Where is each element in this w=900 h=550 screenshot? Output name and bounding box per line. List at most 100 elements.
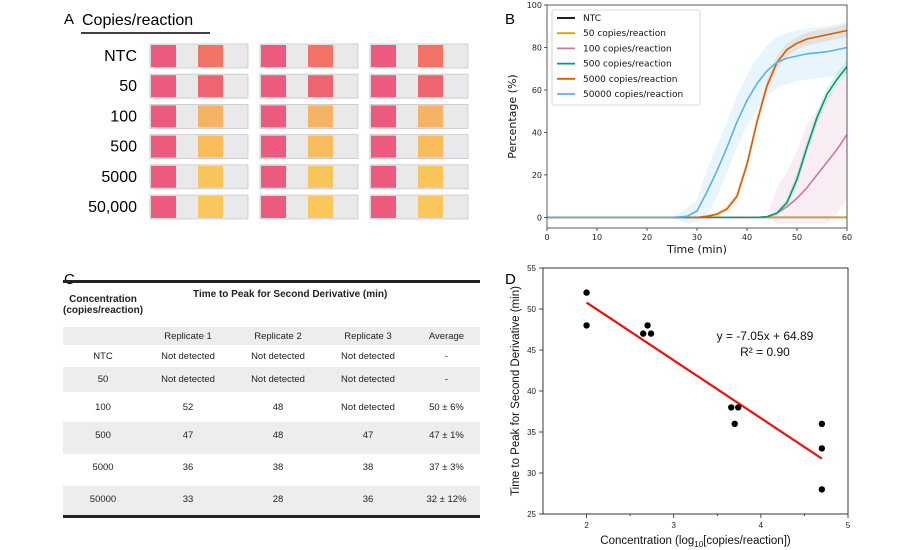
subheader-average: Average xyxy=(428,330,465,342)
x-tick-label: 30 xyxy=(692,233,702,242)
y-tick-label: 40 xyxy=(527,387,536,396)
table-cell: 47 xyxy=(182,430,194,441)
subheader-rep3: Replicate 3 xyxy=(344,330,392,342)
legend-label: NTC xyxy=(583,14,601,24)
x-tick-label: 5 xyxy=(846,521,851,530)
control-pad xyxy=(371,105,396,128)
panel-label-d: D xyxy=(505,271,516,288)
x-axis-label: Time (min) xyxy=(666,243,727,256)
table-cell: 32 ± 12% xyxy=(426,494,467,505)
table-cell: - xyxy=(444,374,449,385)
test-pad xyxy=(418,105,443,128)
test-pad xyxy=(418,165,443,188)
y-tick-label: 0 xyxy=(537,213,542,222)
row-label: 100 xyxy=(110,108,137,125)
fit-r-squared: R² = 0.90 xyxy=(740,345,790,359)
y-tick-label: 45 xyxy=(527,346,536,355)
data-point xyxy=(647,330,655,337)
x-tick-label: 2 xyxy=(584,521,589,530)
cell-concentration: 50000 xyxy=(89,494,117,505)
row-label: 50 xyxy=(119,78,137,95)
subheader-rep1: Replicate 1 xyxy=(164,330,212,342)
legend-label: 50 copies/reaction xyxy=(583,29,666,39)
table-cell: 47 ± 1% xyxy=(429,430,464,441)
control-pad xyxy=(371,196,396,218)
confidence-band xyxy=(547,70,847,224)
data-point xyxy=(583,322,590,329)
control-pad xyxy=(151,196,176,218)
panel-label-a: A xyxy=(64,11,74,28)
x-axis-label: Concentration (log10[copies/reaction]) xyxy=(600,535,791,549)
test-pad xyxy=(198,75,223,98)
data-point xyxy=(735,404,742,411)
panel-label-c: C xyxy=(64,271,75,288)
x-tick-label: 60 xyxy=(842,233,852,242)
table-cell: Not detected xyxy=(341,374,395,385)
cell-concentration: 5000 xyxy=(92,462,114,473)
control-pad xyxy=(261,135,286,158)
test-pad xyxy=(418,135,443,158)
test-pad xyxy=(308,45,333,67)
test-pad xyxy=(308,105,333,128)
table-cell: - xyxy=(444,350,449,362)
test-pad xyxy=(308,135,333,158)
x-tick-label: 3 xyxy=(671,521,676,530)
x-tick-label: 10 xyxy=(592,233,602,242)
cell-concentration: NTC xyxy=(93,350,113,362)
y-tick-label: 20 xyxy=(532,171,542,180)
chart-b: 0 10 20 30 40 50 60 0 20 40 60 80 100 Time (min) Perce… xyxy=(506,1,852,256)
control-pad xyxy=(261,196,286,218)
table-cell: 52 xyxy=(182,401,194,413)
test-pad xyxy=(198,105,223,128)
table-cell: Not detected xyxy=(161,350,215,362)
data-point xyxy=(818,486,826,493)
results-table: Concentration (copies/reaction) Time to P… xyxy=(63,280,480,518)
table-cell: 38 xyxy=(362,462,374,473)
legend-label: 5000 copies/reaction xyxy=(583,75,677,85)
x-tick-label: 20 xyxy=(642,233,652,242)
x-tick-label: 0 xyxy=(544,233,549,242)
y-tick-label: 50 xyxy=(527,305,536,314)
table-row: NTC Not detected Not detected Not detected - xyxy=(63,345,480,367)
test-pad xyxy=(198,196,223,218)
y-tick-label: 60 xyxy=(532,86,542,95)
legend-label: 50000 copies/reaction xyxy=(583,90,683,100)
table-cell: 28 xyxy=(272,494,284,505)
x-label-part: [copies/reaction]) xyxy=(703,535,791,547)
y-tick-label: 40 xyxy=(532,128,542,137)
y-tick-label: 25 xyxy=(527,510,536,519)
control-pad xyxy=(371,135,396,158)
table-row: 5000 36 38 38 37 ± 3% xyxy=(63,454,480,486)
test-strips-panel: NTC 50 100 500 5000 50,000 xyxy=(88,43,469,220)
control-pad xyxy=(261,45,286,67)
row-label: 50,000 xyxy=(88,199,137,216)
y-tick-label: 80 xyxy=(532,43,542,52)
data-point xyxy=(640,330,647,337)
control-pad xyxy=(151,75,176,98)
table-row: 50000 33 28 36 32 ± 12% xyxy=(63,486,480,516)
test-pad xyxy=(308,165,333,188)
table-header-row: Concentration (copies/reaction) Time to P… xyxy=(63,282,480,328)
table-cell: 36 xyxy=(182,462,194,473)
data-point xyxy=(731,420,738,427)
table-cell: 38 xyxy=(272,462,284,473)
table-subheader-row: Replicate 1 Replicate 2 Replicate 3 Aver… xyxy=(63,327,480,345)
y-tick-label: 100 xyxy=(527,1,542,10)
row-label: 500 xyxy=(110,139,137,156)
control-pad xyxy=(151,105,176,128)
control-pad xyxy=(261,165,286,188)
header-concentration-line2: (copies/reaction) xyxy=(63,305,144,316)
test-pad xyxy=(198,165,223,188)
data-point xyxy=(818,420,826,427)
header-concentration: Concentration (copies/reaction) xyxy=(63,282,143,328)
table-cell: 36 xyxy=(362,494,374,505)
table-cell: 48 xyxy=(272,430,284,441)
table-row: 500 47 48 47 47 ± 1% xyxy=(63,422,480,454)
cell-concentration: 100 xyxy=(95,401,111,413)
x-tick-label: 4 xyxy=(759,521,764,530)
data-point xyxy=(644,322,651,329)
y-axis-label: Percentage (%) xyxy=(506,74,519,158)
subheader-rep2: Replicate 2 xyxy=(254,330,302,342)
